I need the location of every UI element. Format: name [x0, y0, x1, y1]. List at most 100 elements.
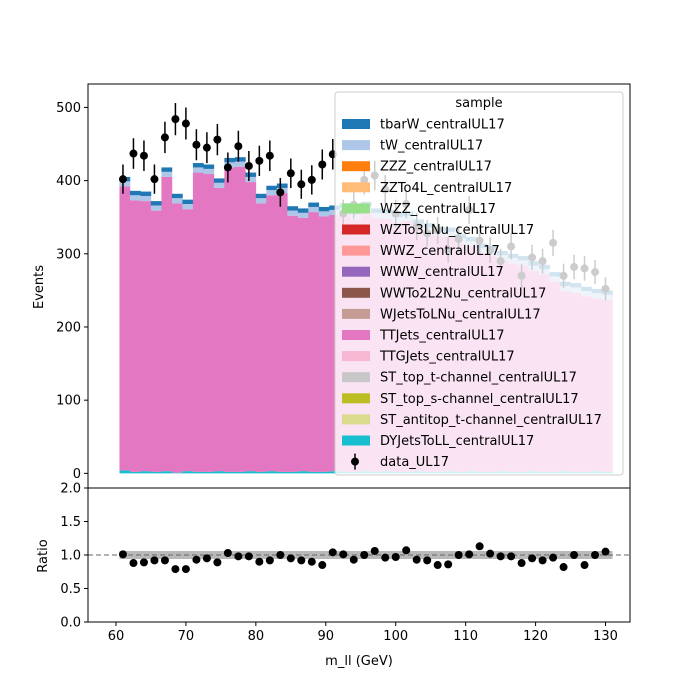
bar-tw	[192, 167, 204, 173]
ratio-point	[486, 549, 495, 558]
bar-tw	[171, 198, 183, 204]
bar-tw	[119, 181, 131, 187]
data-point	[171, 115, 180, 124]
legend-entry-label: ST_top_t-channel_centralUL17	[380, 371, 577, 386]
bar-dy	[192, 471, 204, 474]
ratio-point	[286, 554, 295, 563]
bar-tw	[255, 198, 267, 204]
y-tick-label: 100	[56, 394, 81, 409]
ratio-point	[255, 557, 264, 566]
bar-tbarw	[308, 202, 320, 207]
ratio-point	[223, 548, 232, 557]
x-tick-label: 110	[453, 629, 478, 644]
bar-tbarw	[255, 193, 267, 199]
data-point	[234, 142, 243, 151]
bar-tbarw	[266, 185, 278, 191]
bar-tw	[140, 195, 152, 202]
legend-swatch	[342, 245, 370, 256]
data-point	[129, 149, 138, 158]
data-point	[307, 175, 316, 184]
legend-box	[334, 91, 624, 476]
ratio-point	[402, 546, 411, 555]
ratio-point	[433, 561, 442, 570]
ratio-point	[360, 551, 369, 559]
bar-ttjets	[192, 172, 204, 472]
legend-swatch	[342, 203, 370, 214]
legend-swatch	[342, 414, 370, 425]
bar-dy	[234, 471, 246, 474]
legend-swatch	[342, 224, 370, 235]
bar-ttjets	[318, 216, 330, 472]
ratio-point	[265, 556, 274, 565]
bar-dy	[119, 470, 131, 474]
legend-swatch	[342, 161, 370, 172]
bar-dy	[308, 471, 320, 474]
bar-ttjets	[129, 200, 141, 472]
bar-dy	[129, 471, 141, 474]
ratio-x-axis-label: m_ll (GeV)	[325, 654, 393, 669]
bar-tw	[266, 190, 278, 196]
bar-tbarw	[287, 206, 299, 211]
ratio-point	[591, 551, 600, 559]
bar-dy	[318, 471, 330, 474]
ratio-point	[339, 550, 348, 559]
legend-entry-label: WZZ_centralUL17	[380, 202, 496, 217]
legend-entry-label: WJetsToLNu_centralUL17	[380, 307, 541, 322]
legend-swatch	[342, 287, 370, 298]
legend-entry-label: ST_top_s-channel_centralUL17	[380, 392, 579, 407]
ratio-point	[559, 563, 568, 572]
main-y-axis-label: Events	[32, 265, 47, 309]
ratio-y-tick-label: 0.0	[60, 616, 81, 631]
bar-dy	[297, 471, 309, 474]
bar-ttjets	[224, 167, 236, 472]
ratio-point	[150, 556, 159, 565]
bar-ttjets	[234, 166, 246, 472]
legend-swatch	[342, 351, 370, 362]
bar-dy	[140, 471, 152, 474]
legend-swatch	[342, 393, 370, 404]
data-point	[276, 188, 285, 197]
legend-swatch	[342, 308, 370, 319]
data-point	[192, 140, 201, 149]
legend-title: sample	[455, 96, 502, 111]
y-tick-label: 0	[73, 467, 81, 482]
ratio-y-tick-label: 1.5	[60, 515, 81, 530]
ratio-y-tick-label: 2.0	[60, 482, 81, 497]
data-point	[223, 163, 232, 172]
ratio-y-axis-label: Ratio	[36, 539, 51, 572]
ratio-point	[349, 555, 358, 564]
bar-tw	[161, 171, 173, 177]
bar-dy	[213, 471, 225, 474]
data-point	[244, 161, 253, 170]
y-tick-label: 400	[56, 174, 81, 189]
legend-data-marker	[351, 457, 359, 466]
bar-tw	[318, 211, 330, 217]
ratio-panel: 0.0 0.5 1.0 1.5 2.0 60 70 80 90 100 110 120 130 Rat…	[36, 482, 631, 669]
bar-ttjets	[119, 186, 131, 471]
bar-tw	[129, 195, 141, 201]
ratio-point	[171, 565, 180, 574]
ratio-y-tick-label: 1.0	[60, 549, 81, 564]
bar-tbarw	[171, 193, 183, 199]
ratio-y-tick-label: 0.5	[60, 582, 81, 597]
data-point	[139, 151, 148, 160]
legend-entries: tbarW_centralUL17 tW_centralUL17 ZZZ_centr…	[342, 118, 602, 470]
legend-entry-label: tbarW_centralUL17	[380, 118, 505, 133]
ratio-point	[139, 558, 148, 567]
data-point	[118, 175, 127, 184]
legend: sample tbarW_centralUL17 tW_centralUL17 ZZ…	[334, 91, 624, 476]
x-tick-label: 100	[383, 629, 408, 644]
bar-tbarw	[213, 178, 225, 183]
x-tick-label: 70	[178, 629, 195, 644]
ratio-point	[370, 546, 379, 555]
ratio-point	[276, 551, 285, 559]
ratio-point	[528, 554, 537, 563]
ratio-point	[192, 555, 201, 564]
bar-dy	[255, 471, 267, 474]
bar-dy	[224, 471, 236, 474]
ratio-point	[570, 551, 579, 559]
ratio-point	[129, 559, 138, 568]
legend-entry-label: tW_centralUL17	[380, 139, 483, 154]
legend-entry-label: WWZ_centralUL17	[380, 244, 500, 259]
ratio-point	[444, 560, 453, 569]
